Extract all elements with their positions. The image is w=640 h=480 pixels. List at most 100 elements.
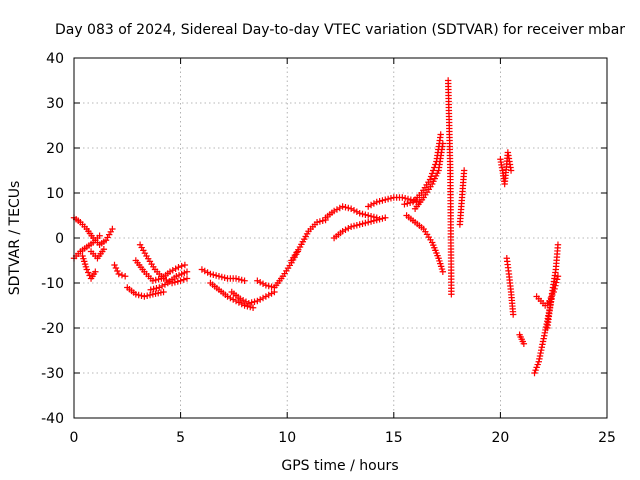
series-arc-s [411, 140, 447, 212]
data-point [138, 292, 145, 299]
data-point [238, 276, 245, 284]
data-point [232, 297, 240, 305]
series-arc-d [87, 246, 108, 262]
data-point [373, 216, 380, 224]
data-point [178, 262, 185, 270]
data-point [376, 198, 383, 205]
x-tick-label: 10 [278, 430, 296, 446]
data-point [373, 198, 380, 206]
data-point [359, 220, 366, 227]
data-point [239, 297, 247, 304]
data-point [254, 297, 261, 305]
data-point [313, 219, 321, 226]
data-point [347, 223, 355, 230]
data-point [244, 303, 251, 310]
data-point [533, 364, 540, 371]
data-point [121, 273, 129, 280]
data-point [156, 284, 163, 291]
data-point [353, 222, 361, 229]
data-point [135, 291, 142, 299]
data-point [367, 201, 375, 209]
data-point [241, 277, 248, 284]
x-tick-label: 0 [70, 430, 79, 446]
x-tick-label: 5 [176, 430, 185, 446]
series-arc-c [79, 252, 99, 282]
data-point [114, 267, 121, 275]
series-arc-n [288, 216, 329, 264]
x-axis-label: GPS time / hours [281, 458, 398, 474]
data-point [347, 205, 355, 212]
data-point [204, 269, 211, 276]
data-point [541, 329, 549, 337]
data-point [143, 292, 151, 299]
y-tick-label: 40 [46, 51, 64, 67]
data-point [153, 285, 160, 292]
data-point [169, 267, 176, 274]
y-tick-label: -40 [41, 411, 64, 427]
data-point [536, 355, 543, 363]
x-tick-label: 20 [491, 430, 509, 446]
data-point [237, 295, 244, 302]
data-point [410, 197, 417, 204]
data-point [448, 291, 455, 298]
y-tick-label: -10 [41, 276, 64, 292]
series-arc-x [503, 255, 517, 318]
data-point [437, 131, 444, 138]
data-point [180, 276, 187, 283]
data-point [227, 294, 234, 302]
data-point [212, 272, 220, 279]
data-point [554, 273, 562, 280]
data-point [115, 270, 122, 278]
series-arc-h [132, 257, 189, 284]
data-point [370, 217, 378, 224]
data-point [379, 197, 386, 204]
data-point [339, 203, 346, 210]
data-point [531, 369, 538, 377]
data-point [538, 346, 545, 354]
data-point [183, 275, 191, 282]
data-point [541, 332, 548, 339]
data-point [345, 204, 352, 212]
data-point [224, 293, 231, 300]
data-point [345, 225, 352, 232]
data-point [350, 207, 358, 214]
data-point [147, 286, 154, 293]
data-point [229, 296, 237, 303]
data-point [509, 311, 517, 318]
data-point [539, 338, 547, 345]
x-tick-label: 25 [598, 430, 616, 446]
data-point [251, 298, 258, 305]
series-arc-t [403, 212, 447, 275]
series-arc-k [207, 279, 257, 311]
data-point [155, 276, 162, 283]
series-arc-j [198, 266, 248, 284]
series-arc-a [70, 214, 116, 248]
data-point [362, 211, 369, 218]
data-point [160, 288, 167, 296]
data-point [365, 219, 372, 226]
data-point [536, 352, 544, 360]
data-points [70, 77, 562, 377]
data-point [316, 218, 324, 225]
data-point [235, 276, 243, 283]
data-point [262, 282, 270, 289]
data-point [85, 269, 92, 276]
data-point [245, 300, 253, 307]
data-point [232, 275, 240, 282]
data-point [248, 299, 255, 306]
data-point [256, 279, 264, 286]
data-point [181, 261, 189, 269]
data-point [384, 195, 392, 203]
data-point [538, 344, 546, 351]
data-point [540, 335, 547, 342]
series-arc-y [516, 331, 528, 347]
series-arc-b [70, 232, 103, 262]
data-point [460, 167, 468, 174]
data-point [238, 300, 245, 308]
series-arc-w [497, 149, 515, 188]
data-point [149, 277, 157, 284]
data-point [201, 267, 208, 275]
data-point [404, 200, 411, 207]
data-point [265, 291, 272, 299]
